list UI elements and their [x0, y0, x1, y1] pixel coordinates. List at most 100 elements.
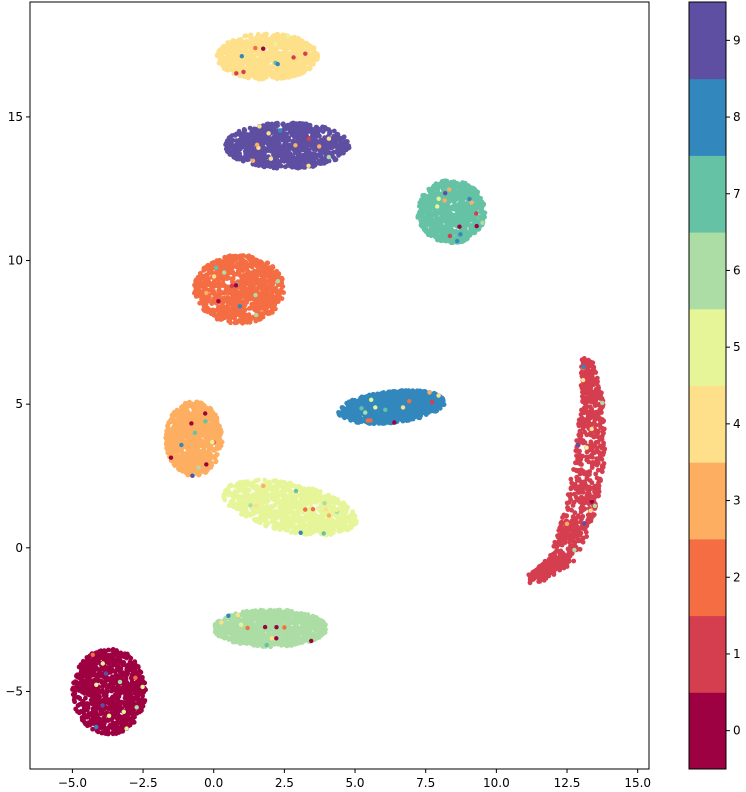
point [222, 260, 228, 266]
point [229, 308, 235, 314]
point [537, 566, 542, 572]
point [284, 49, 290, 55]
point [174, 449, 180, 455]
point [571, 467, 576, 472]
point [204, 450, 209, 455]
point [584, 397, 590, 403]
point [552, 539, 558, 545]
point [74, 674, 80, 680]
point [191, 461, 197, 466]
point [95, 678, 101, 684]
point [273, 74, 279, 80]
point [584, 449, 590, 455]
point [254, 312, 259, 318]
point [242, 33, 248, 39]
point [582, 429, 588, 435]
point [550, 551, 556, 557]
point [88, 721, 93, 727]
point [584, 486, 589, 492]
point [251, 280, 257, 285]
point [106, 699, 112, 705]
point [590, 412, 596, 417]
point [127, 687, 133, 693]
point [560, 550, 566, 556]
point [203, 419, 208, 424]
point [255, 263, 260, 269]
point [203, 411, 208, 416]
point [584, 445, 589, 450]
point [90, 726, 95, 732]
point [172, 411, 178, 417]
point [234, 261, 240, 267]
point [301, 61, 306, 67]
point [216, 269, 222, 275]
point [124, 651, 130, 657]
point [588, 513, 594, 518]
point [84, 667, 90, 673]
point [209, 462, 215, 468]
point [207, 445, 213, 451]
point [133, 675, 138, 680]
point [213, 458, 219, 464]
cluster-1 [526, 356, 608, 586]
point [81, 712, 87, 717]
point [195, 444, 201, 449]
point [572, 547, 577, 553]
point [97, 649, 102, 654]
point [109, 688, 114, 694]
point [237, 310, 243, 315]
point [256, 39, 261, 44]
point [589, 465, 595, 470]
point [96, 688, 102, 694]
point [305, 56, 311, 62]
point [240, 284, 246, 289]
point [564, 521, 570, 526]
point [255, 305, 260, 310]
point [295, 70, 300, 75]
point [226, 63, 232, 69]
point [178, 430, 184, 436]
point [592, 450, 597, 456]
point [124, 718, 130, 724]
point [82, 672, 88, 678]
point [589, 432, 595, 438]
point [206, 308, 212, 314]
point [115, 701, 120, 706]
point [285, 33, 291, 39]
point [559, 555, 564, 560]
point [115, 662, 120, 668]
point [566, 526, 572, 532]
point [239, 319, 245, 325]
point [264, 260, 270, 266]
point [265, 39, 271, 45]
point [582, 409, 588, 415]
point [279, 283, 284, 289]
cluster-5 [221, 477, 359, 538]
point [225, 57, 231, 63]
point [588, 508, 593, 513]
point [245, 58, 250, 64]
point [106, 713, 112, 718]
point [257, 294, 262, 300]
point [241, 275, 247, 281]
point [201, 427, 207, 433]
point [193, 406, 199, 412]
point [164, 430, 170, 436]
point [570, 503, 576, 508]
point [127, 659, 133, 665]
point [216, 304, 221, 310]
point [252, 288, 258, 293]
point [250, 68, 255, 73]
point [189, 421, 194, 426]
point [563, 555, 569, 561]
point [283, 44, 289, 50]
point [211, 416, 216, 421]
point [588, 518, 594, 524]
point [184, 460, 190, 466]
point [217, 258, 222, 263]
point [596, 456, 602, 461]
point [110, 705, 115, 711]
point [595, 439, 601, 445]
point [100, 653, 106, 659]
point [212, 412, 218, 418]
